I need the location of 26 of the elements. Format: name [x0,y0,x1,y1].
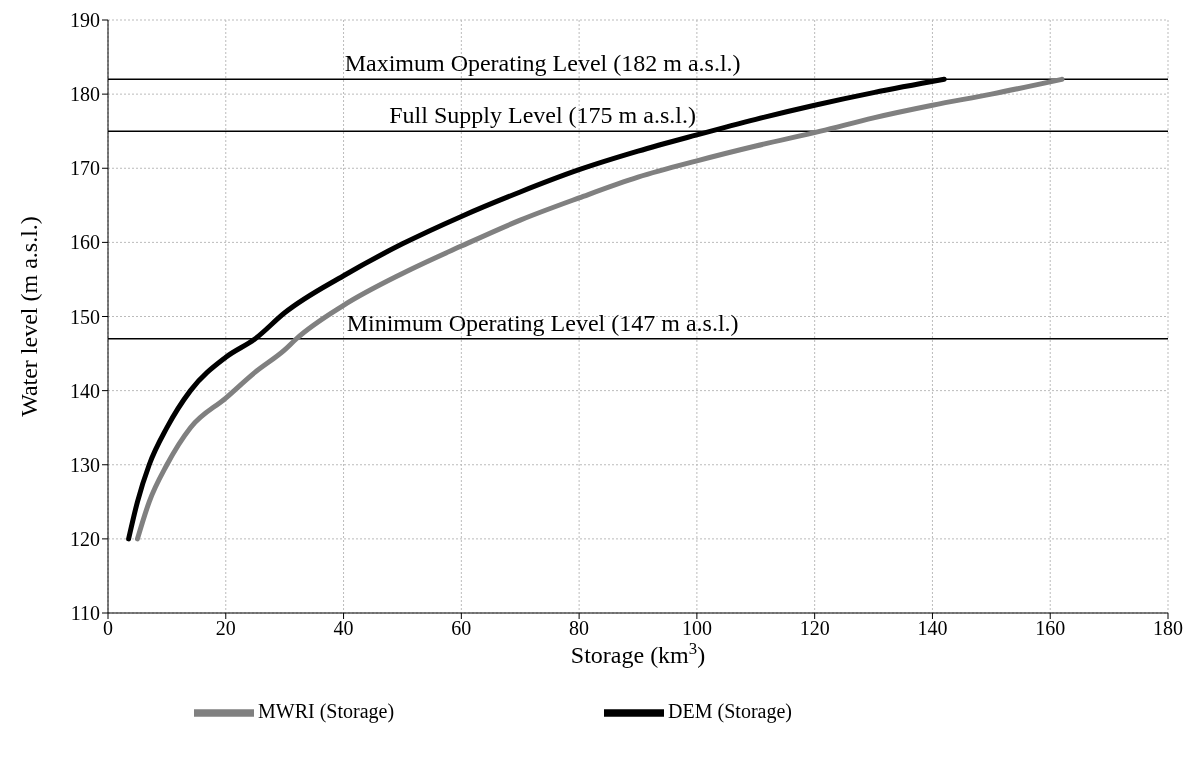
x-tick-label: 20 [215,617,236,640]
x-tick-label: 180 [1153,617,1183,640]
x-axis-title: Storage (km$^{3}$) [570,638,706,668]
x-tick-label: 140 [917,617,948,640]
ref-line-label: Full Supply Level (175 m a.s.l.) [389,102,696,129]
y-tick-label: 120 [70,527,100,550]
y-tick-label: 180 [70,83,100,106]
x-tick-label: 80 [569,617,590,640]
legend-label: MWRI (Storage) [258,699,395,722]
y-tick-label: 150 [70,305,100,328]
x-tick-label: 100 [681,617,712,640]
x-tick-label: 120 [799,617,830,640]
y-tick-label: 170 [70,157,100,180]
y-tick-label: 190 [70,9,100,32]
ref-line-label: Maximum Operating Level (182 m a.s.l.) [344,50,741,77]
y-tick-label: 130 [70,453,100,476]
y-tick-label: 110 [70,602,100,625]
y-tick-label: 160 [70,231,100,254]
ref-line-label: Minimum Operating Level (147 m a.s.l.) [346,309,739,336]
x-tick-label: 60 [451,617,472,640]
x-tick-label: 0 [103,617,113,640]
x-tick-label: 160 [1035,617,1066,640]
y-tick-label: 140 [70,379,100,402]
x-tick-label: 40 [333,617,354,640]
y-axis-title: Water level (m a.s.l.) [15,216,42,417]
legend-label: DEM (Storage) [668,699,792,722]
